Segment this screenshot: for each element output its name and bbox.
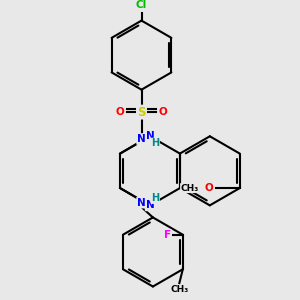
Text: CH₃: CH₃ [170, 286, 188, 295]
Text: H: H [151, 138, 159, 148]
Text: S: S [137, 106, 146, 118]
Text: O: O [159, 107, 168, 117]
Text: O: O [205, 183, 214, 193]
Text: N: N [137, 134, 146, 144]
Text: H: H [151, 194, 159, 203]
Text: N: N [146, 131, 154, 141]
Text: O: O [116, 107, 124, 117]
Text: CH₃: CH₃ [181, 184, 199, 193]
Text: N: N [137, 198, 146, 208]
Text: F: F [164, 230, 171, 240]
Text: Cl: Cl [136, 0, 147, 10]
Text: N: N [146, 200, 154, 210]
